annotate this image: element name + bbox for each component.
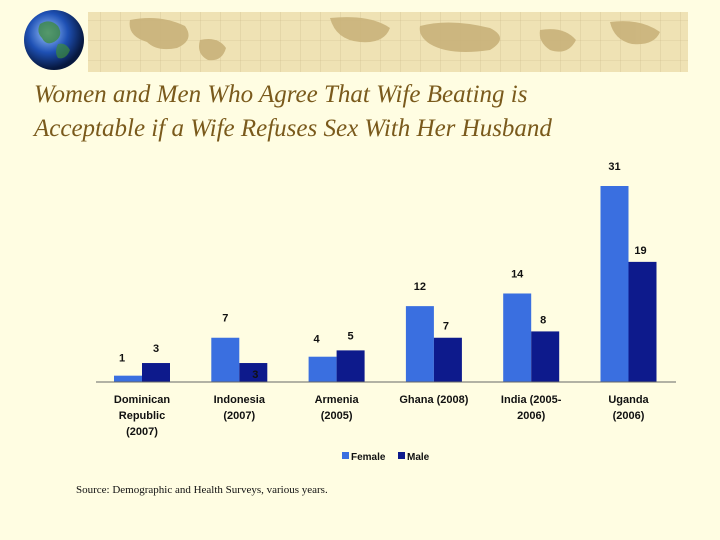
bar-female-4 xyxy=(503,293,532,382)
category-label: Republic xyxy=(119,410,165,422)
bar-male-0 xyxy=(142,363,170,382)
bar-female-5 xyxy=(600,186,629,382)
bar-female-3 xyxy=(405,306,434,382)
bar-value-label: 19 xyxy=(634,245,646,257)
bar-male-2 xyxy=(336,350,365,382)
globe-icon xyxy=(24,10,84,70)
bar-male-4 xyxy=(531,331,560,382)
bar-male-5 xyxy=(628,261,657,382)
slide-title-line-1: Women and Men Who Agree That Wife Beatin… xyxy=(34,81,528,108)
category-label: Ghana (2008) xyxy=(399,394,468,406)
legend-label-male: Male xyxy=(407,452,430,463)
bar-value-label: 14 xyxy=(511,268,524,280)
bar-male-1 xyxy=(239,363,268,382)
map-banner xyxy=(24,10,688,72)
bar-value-label: 1 xyxy=(119,353,125,365)
category-label: (2007) xyxy=(223,410,255,422)
category-label: Dominican xyxy=(114,394,171,406)
chart-value-labels: 1 3 7 3 4 5 12 7 14 8 31 19 xyxy=(119,161,647,381)
legend-label-female: Female xyxy=(351,452,386,463)
category-label: 2006) xyxy=(517,410,545,422)
bar-value-label: 7 xyxy=(222,313,228,325)
bar-female-0 xyxy=(114,375,142,382)
bar-value-label: 5 xyxy=(348,330,354,342)
bar-value-label: 4 xyxy=(314,334,321,346)
source-note: Source: Demographic and Health Surveys, … xyxy=(76,484,328,496)
category-label: (2007) xyxy=(126,426,158,438)
bar-value-label: 8 xyxy=(540,314,546,326)
slide-title-line-2: Acceptable if a Wife Refuses Sex With He… xyxy=(34,115,552,142)
category-label: Indonesia xyxy=(214,394,266,406)
bar-value-label: 3 xyxy=(153,343,159,355)
category-label: India (2005- xyxy=(501,394,562,406)
chart-category-labels: Dominican Republic (2007) Indonesia (2007) Ar… xyxy=(114,394,650,438)
bar-female-2 xyxy=(308,356,337,382)
bar-male-3 xyxy=(433,337,462,382)
bar-value-label: 12 xyxy=(414,281,426,293)
bar-value-label: 7 xyxy=(443,321,449,333)
chart-bars xyxy=(114,186,657,382)
bar-value-label: 31 xyxy=(608,161,620,173)
chart-legend: Female Male xyxy=(342,452,430,463)
category-label: (2005) xyxy=(321,410,353,422)
legend-swatch-female xyxy=(342,452,349,459)
category-label: Armenia xyxy=(315,394,360,406)
slide-title: Women and Men Who Agree That Wife Beatin… xyxy=(34,78,714,146)
category-label: Uganda xyxy=(608,394,649,406)
bar-female-1 xyxy=(211,337,240,382)
legend-swatch-male xyxy=(398,452,405,459)
bar-value-label: 3 xyxy=(252,369,258,381)
category-label: (2006) xyxy=(613,410,645,422)
